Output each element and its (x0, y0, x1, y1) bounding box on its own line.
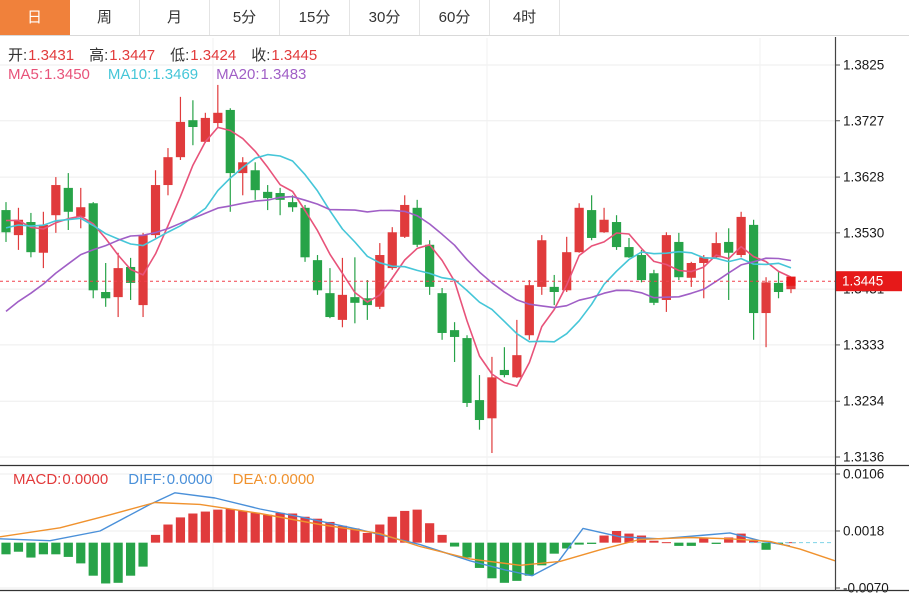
last-price-badge (836, 271, 902, 292)
ohlc-open: 开:1.3431 (8, 47, 75, 64)
macd-lines (0, 492, 836, 577)
tab-4hour[interactable]: 4时 (490, 0, 560, 35)
tab-day[interactable]: 日 (0, 0, 70, 35)
svg-text:1.3628: 1.3628 (843, 170, 884, 185)
svg-text:1.3333: 1.3333 (843, 337, 884, 352)
ohlc-low: 低:1.3424 (170, 47, 237, 64)
dea-line (0, 501, 836, 566)
ohlc-close: 收:1.3445 (251, 47, 318, 64)
tab-week[interactable]: 周 (70, 0, 140, 35)
macd-legend: MACD:0.0000 DIFF:0.0000 DEA:0.0000 (13, 471, 315, 488)
ma20-line (5, 195, 792, 313)
tab-30min[interactable]: 30分 (350, 0, 420, 35)
svg-text:1.3530: 1.3530 (843, 225, 884, 240)
ohlc-high: 高:1.3447 (89, 47, 156, 64)
diff-line (0, 492, 791, 577)
chart-borders (0, 37, 909, 592)
ma-legend: MA5:1.3450 MA10:1.3469 MA20:1.3483 (8, 66, 306, 83)
gridlines (0, 38, 835, 590)
macd-value: MACD:0.0000 (13, 471, 109, 488)
dea-value: DEA:0.0000 (232, 471, 315, 488)
price-axis: 1.38251.37271.36281.35301.34311.33331.32… (835, 58, 889, 596)
candlestick-series (1, 84, 796, 454)
ma-lines (5, 126, 792, 387)
diff-value: DIFF:0.0000 (128, 471, 213, 488)
ohlc-readout: 开:1.3431 高:1.3447 低:1.3424 收:1.3445 (8, 44, 317, 65)
svg-text:-0.0070: -0.0070 (843, 581, 889, 596)
last-price-marker: 1.3445 (0, 271, 902, 292)
ma10-legend: MA10:1.3469 (107, 66, 199, 83)
last-price-badge-text: 1.3445 (842, 274, 883, 289)
tab-15min[interactable]: 15分 (280, 0, 350, 35)
svg-text:0.0106: 0.0106 (843, 467, 884, 482)
svg-text:1.3234: 1.3234 (843, 394, 885, 409)
ma20-legend: MA20:1.3483 (216, 66, 307, 83)
ma10-line (5, 153, 792, 343)
tab-5min[interactable]: 5分 (210, 0, 280, 35)
tab-60min[interactable]: 60分 (420, 0, 490, 35)
svg-text:1.3727: 1.3727 (843, 113, 884, 128)
svg-text:1.3136: 1.3136 (843, 450, 884, 465)
timeframe-tabbar: 日周月 5分 15分 30分 60分 4时 (0, 0, 909, 36)
ma5-legend: MA5:1.3450 (8, 66, 90, 83)
tab-month[interactable]: 月 (140, 0, 210, 35)
svg-text:0.0018: 0.0018 (843, 524, 884, 539)
ma5-line (5, 126, 792, 387)
svg-text:1.3825: 1.3825 (843, 58, 884, 73)
